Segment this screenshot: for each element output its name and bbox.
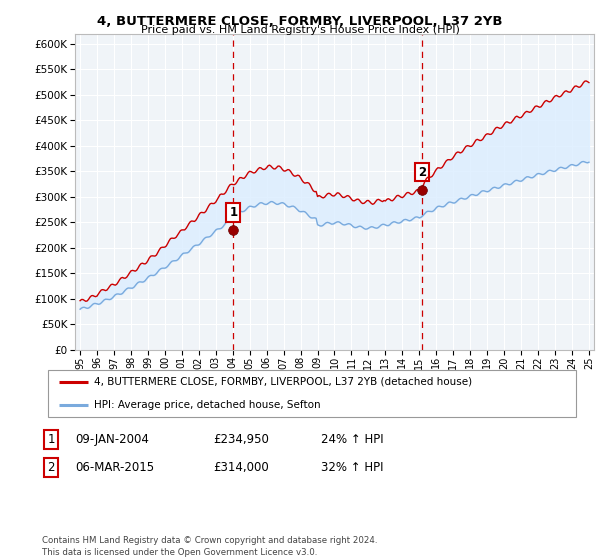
Text: 1: 1 xyxy=(229,206,238,219)
Text: £234,950: £234,950 xyxy=(213,433,269,446)
Text: £314,000: £314,000 xyxy=(213,461,269,474)
Text: 24% ↑ HPI: 24% ↑ HPI xyxy=(321,433,383,446)
Text: 06-MAR-2015: 06-MAR-2015 xyxy=(75,461,154,474)
Text: Price paid vs. HM Land Registry's House Price Index (HPI): Price paid vs. HM Land Registry's House … xyxy=(140,25,460,35)
Text: 1: 1 xyxy=(47,433,55,446)
Text: 09-JAN-2004: 09-JAN-2004 xyxy=(75,433,149,446)
Text: 4, BUTTERMERE CLOSE, FORMBY, LIVERPOOL, L37 2YB (detached house): 4, BUTTERMERE CLOSE, FORMBY, LIVERPOOL, … xyxy=(94,377,473,387)
Text: Contains HM Land Registry data © Crown copyright and database right 2024.
This d: Contains HM Land Registry data © Crown c… xyxy=(42,536,377,557)
FancyBboxPatch shape xyxy=(48,370,576,417)
Text: 4, BUTTERMERE CLOSE, FORMBY, LIVERPOOL, L37 2YB: 4, BUTTERMERE CLOSE, FORMBY, LIVERPOOL, … xyxy=(97,15,503,28)
Text: 2: 2 xyxy=(418,166,426,179)
Text: 2: 2 xyxy=(47,461,55,474)
Text: HPI: Average price, detached house, Sefton: HPI: Average price, detached house, Seft… xyxy=(94,400,321,410)
Text: 32% ↑ HPI: 32% ↑ HPI xyxy=(321,461,383,474)
